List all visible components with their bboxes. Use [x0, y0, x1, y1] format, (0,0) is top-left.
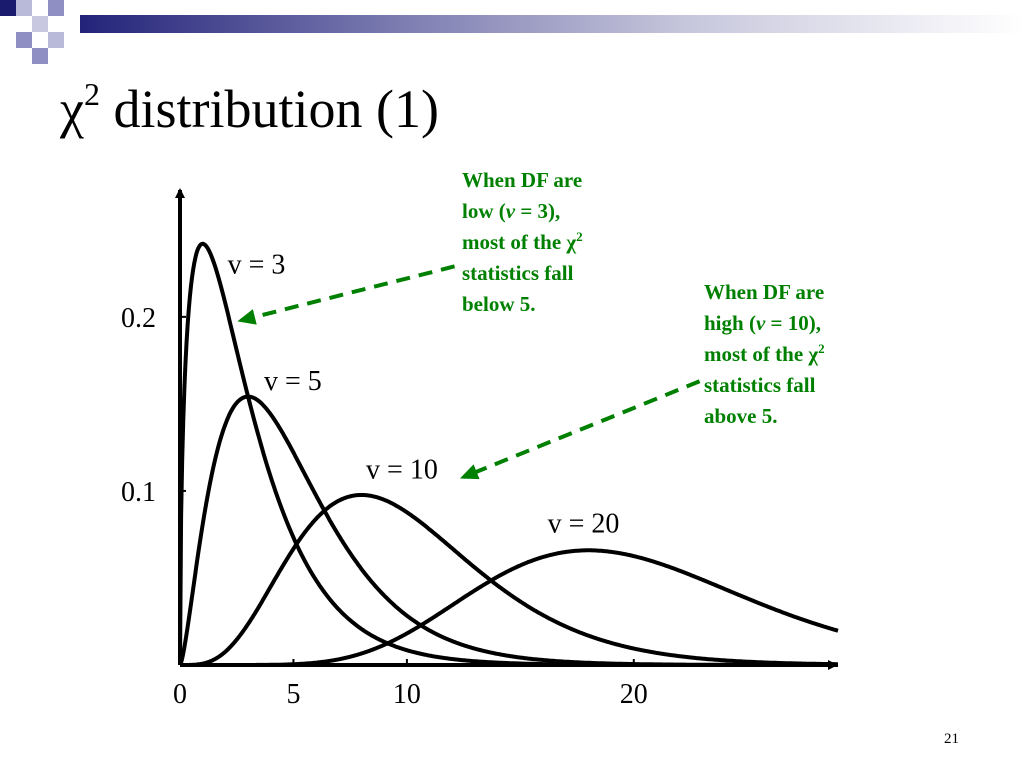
annotation-line: below 5. [462, 292, 536, 316]
curve-label-df-10: v = 10 [366, 455, 438, 486]
y-tick-label: 0.1 [121, 477, 156, 508]
annotation-line: When DF are [462, 168, 583, 192]
x-tick-label: 20 [620, 679, 648, 710]
annotation-high-df: When DF are high (v = 10), most of the χ… [704, 277, 825, 432]
curve-df-10 [179, 493, 839, 667]
curve-df-20 [179, 548, 839, 667]
chart-labels: 0 5 10 20 0.1 0.2 v = 3 v = 5 v = 10 v = 20 [121, 249, 648, 710]
corner-squares-decoration [0, 0, 80, 64]
curve-df-5 [178, 394, 839, 667]
annotation-line: When DF are [704, 280, 825, 304]
slide-number: 21 [944, 731, 959, 747]
curve-label-df-20: v = 20 [548, 509, 620, 540]
annotation-low-df: When DF are low (v = 3), most of the χ2 … [462, 165, 583, 320]
annotation-arrow-2 [459, 379, 701, 480]
y-tick-label: 0.2 [121, 303, 156, 334]
x-tick-label: 0 [173, 679, 187, 710]
title-superscript: 2 [83, 76, 100, 112]
chart-arrows [237, 264, 701, 480]
x-tick-label: 10 [393, 679, 421, 710]
annotation-arrow-1 [237, 264, 456, 325]
chart-curves [178, 241, 839, 667]
title-chi-symbol: χ [60, 79, 84, 139]
slide-title: χ2 distribution (1) [60, 78, 439, 136]
curve-label-df-5: v = 5 [264, 366, 322, 397]
annotation-line: most of the χ2 [462, 229, 583, 254]
annotation-line: above 5. [704, 404, 778, 428]
header-bar-decoration [80, 15, 1024, 33]
annotation-line: statistics fall [704, 373, 816, 397]
annotation-line: low (v = 3), [462, 199, 561, 223]
annotation-line: statistics fall [462, 261, 574, 285]
annotation-line: high (v = 10), [704, 311, 821, 335]
df-variable: v [755, 311, 766, 335]
title-text: distribution (1) [99, 79, 439, 139]
curve-label-df-3: v = 3 [228, 249, 286, 280]
df-variable: v [505, 199, 516, 223]
annotation-line: most of the χ2 [704, 341, 825, 366]
x-tick-label: 5 [286, 679, 300, 710]
